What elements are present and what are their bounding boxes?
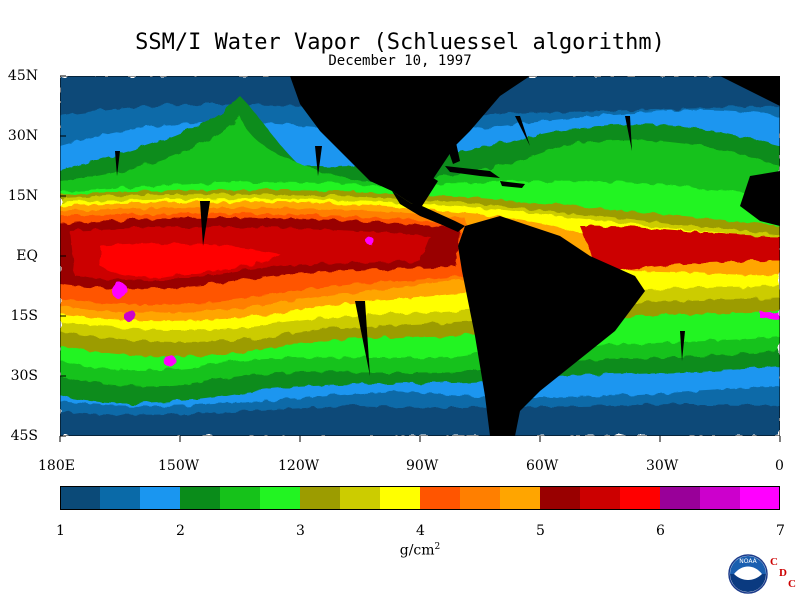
colorbar-swatch [460,486,500,510]
water-vapor-map [60,76,780,436]
colorbar-swatch [580,486,620,510]
lon-label-180e: 180E [38,458,75,474]
units-exponent: 2 [434,542,441,552]
colorbar-swatch [660,486,700,510]
colorbar-swatch [260,486,300,510]
lon-label-60w: 60W [526,458,559,474]
colorbar-swatch [220,486,260,510]
lon-label-30w: 30W [646,458,679,474]
colorbar-swatch [700,486,740,510]
colorbar-label-3: 3 [296,523,305,539]
lat-label-eq: EQ [16,248,38,264]
lat-label-15n: 15N [7,188,38,204]
colorbar-swatch [540,486,580,510]
colorbar-swatch [380,486,420,510]
map-title: SSM/I Water Vapor (Schluessel algorithm) [135,30,665,55]
axis-ticks [59,75,781,442]
land-mask [115,76,780,436]
colorbar-swatch [740,486,780,510]
units-text: g/cm [399,542,435,559]
lat-label-45n: 45N [7,68,38,84]
colorbar-swatch [340,486,380,510]
cdc-letter-2: D [779,567,787,579]
colorbar-swatch [500,486,540,510]
units-label: g/cm2 [0,542,800,559]
lon-label-0: 0 [775,458,784,474]
colorbar [60,486,780,510]
lon-label-150w: 150W [158,458,200,474]
colorbar-label-1: 1 [56,523,65,539]
colorbar-label-2: 2 [176,523,185,539]
lat-label-15s: 15S [10,308,38,324]
colorbar-label-7: 7 [776,523,785,539]
lon-label-120w: 120W [278,458,320,474]
colorbar-swatch [420,486,460,510]
lat-label-45s: 45S [10,428,38,444]
colorbar-swatch [620,486,660,510]
lat-label-30s: 30S [10,368,38,384]
noaa-text: NOAA [739,558,757,565]
lat-label-30n: 30N [7,128,38,144]
colorbar-swatch [100,486,140,510]
colorbar-swatch [60,486,100,510]
colorbar-frame [60,486,780,510]
lon-label-90w: 90W [406,458,439,474]
colorbar-label-6: 6 [656,523,665,539]
noaa-logo: NOAA [728,554,768,594]
map-date: December 10, 1997 [328,53,472,69]
colorbar-swatch [140,486,180,510]
colorbar-swatch [180,486,220,510]
cdc-letter-3: C [788,578,796,590]
cdc-letter-1: C [770,556,778,568]
colorbar-swatch [300,486,340,510]
colorbar-label-5: 5 [536,523,545,539]
colorbar-label-4: 4 [416,523,425,539]
